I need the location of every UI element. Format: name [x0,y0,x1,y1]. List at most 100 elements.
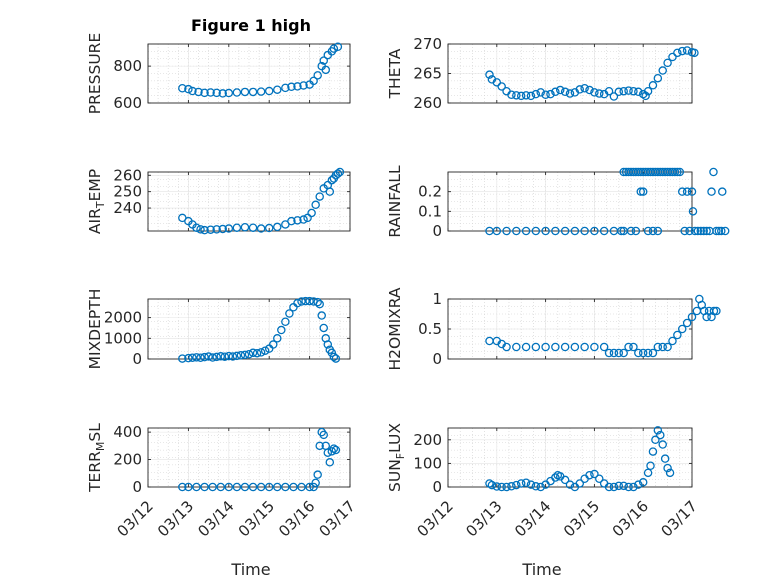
data-point [516,91,526,101]
y-axis-label-rest: EMP [86,169,104,202]
y-tick-label: 260 [113,166,142,184]
data-point [192,353,201,362]
data-point [497,482,506,492]
data-point [315,192,324,201]
data-point [196,353,205,363]
data-point [240,222,250,232]
data-point [682,187,692,196]
y-tick-label: 0.1 [418,202,442,220]
y-tick-label: 0 [432,478,442,496]
data-point [531,89,541,99]
data-point [196,225,205,234]
data-point [307,208,316,218]
data-point [268,340,278,349]
data-point [220,352,230,361]
data-point [651,435,660,445]
y-axis-label-main: SUN [386,459,404,492]
data-point [560,475,570,485]
data-point [526,480,536,489]
data-point [327,348,337,358]
data-point [248,87,258,97]
y-tick-label: 0 [432,222,442,240]
data-point [709,306,719,316]
data-point [658,342,667,352]
data-point [629,482,638,492]
data-point [273,222,282,232]
data-point [333,42,343,52]
data-point [200,482,209,492]
data-point [331,445,341,455]
y-axis-label: THETA [386,48,404,99]
y-axis-label-subscript: M [94,442,107,452]
data-point [638,478,648,487]
data-point [668,52,677,62]
y-tick-label: 0 [432,350,442,368]
data-point [575,85,585,94]
data-point [638,348,648,358]
data-point [580,84,589,93]
data-point [224,224,234,233]
data-point [311,478,320,488]
data-point [521,226,531,236]
y-tick-label: 250 [113,183,142,201]
data-point [315,441,324,451]
data-point [643,226,653,236]
data-point [629,342,638,352]
y-tick-label: 800 [113,57,142,75]
data-point [293,82,302,91]
y-axis-label: MIXDEPTH [86,289,104,370]
data-point [656,430,665,440]
data-point [333,169,343,178]
data-point [590,469,599,479]
data-point [560,87,570,97]
y-tick-label: 1 [432,290,442,308]
data-point [673,48,682,58]
y-tick-label: 2000 [104,309,142,327]
data-point [311,200,320,210]
data-point [319,323,328,333]
data-point [208,482,217,492]
data-point [720,226,730,236]
data-point [560,226,570,236]
data-point [614,348,624,358]
data-point [299,215,308,224]
data-point [658,66,667,75]
y-tick-label: 1000 [104,329,142,347]
data-point [648,81,658,90]
y-tick-label: 600 [113,94,142,112]
data-point [244,349,254,359]
data-point [299,81,308,90]
data-point [570,342,580,352]
x-axis-label: Time [230,560,270,579]
data-point [653,426,663,435]
data-point [301,296,310,306]
data-point [663,342,672,352]
y-tick-label: 0 [132,478,142,496]
data-point [551,87,560,97]
data-point [293,298,302,308]
data-point [641,91,650,101]
data-point [287,82,296,92]
axes-box [147,43,351,104]
data-point [668,336,677,346]
data-point [317,311,326,320]
data-point [614,481,624,491]
axes-box [447,427,693,488]
data-point [194,87,203,97]
data-point [256,224,266,233]
data-point [305,296,314,306]
y-tick-label: 400 [113,423,142,441]
data-point [218,89,227,98]
data-point [305,482,314,492]
y-tick-label: 200 [113,451,142,469]
data-point [680,226,689,236]
data-point [232,223,242,232]
y-axis-label: TERRMSL [86,423,107,493]
y-axis-label-subscript: T [94,201,107,209]
data-point [712,226,721,236]
axes-box [447,171,693,232]
data-point [492,78,502,87]
data-point [285,309,294,318]
data-point [319,56,328,65]
